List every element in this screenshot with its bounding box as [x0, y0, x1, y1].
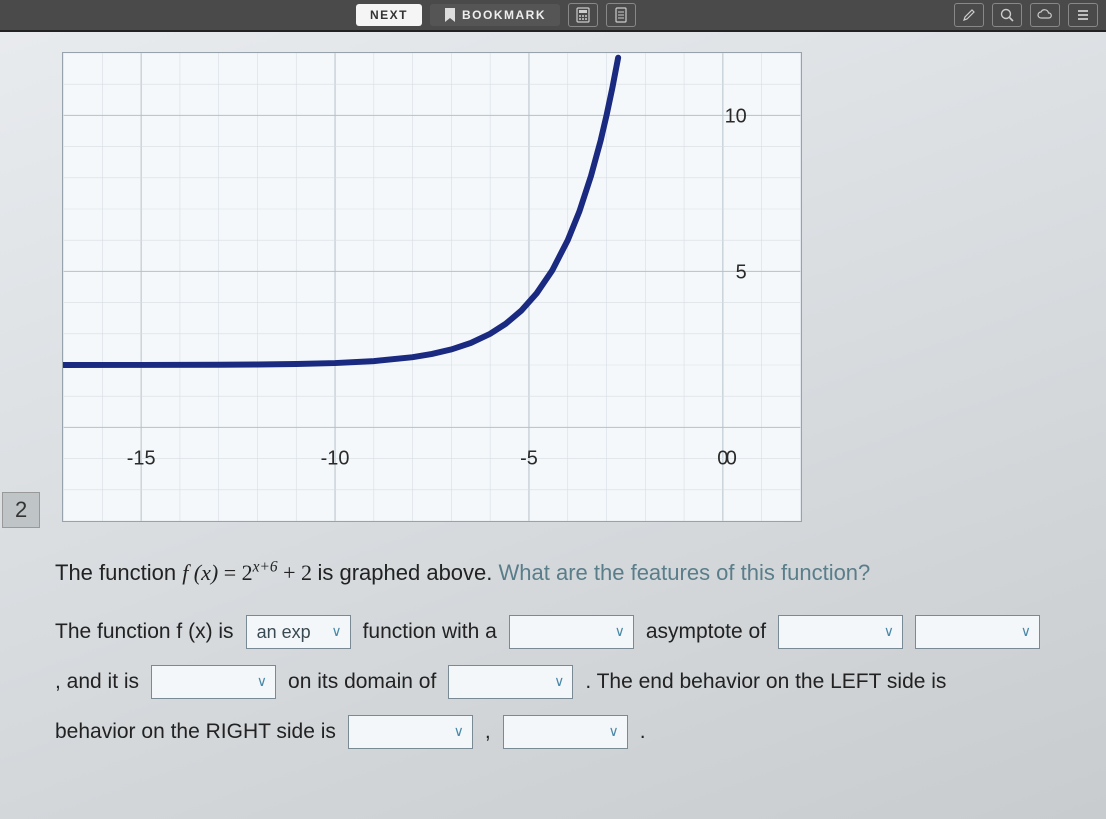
chevron-down-icon: ∨ — [615, 618, 625, 645]
dropdown-function-type[interactable]: an exp∨ — [246, 615, 351, 649]
dropdown-asymptote-value[interactable]: ∨ — [915, 615, 1040, 649]
bookmark-button[interactable]: BOOKMARK — [430, 4, 560, 26]
fill-text: . The end behavior on the LEFT side is — [585, 662, 946, 702]
fill-text: behavior on the RIGHT side is — [55, 712, 336, 752]
content-area: 2 -15-10-505100 The function f (x) = 2x+… — [0, 32, 1106, 819]
dropdown-domain[interactable]: ∨ — [448, 665, 573, 699]
chevron-down-icon: ∨ — [331, 618, 341, 645]
question-number: 2 — [2, 492, 40, 528]
bookmark-icon — [444, 8, 456, 22]
svg-text:5: 5 — [736, 261, 747, 283]
cloud-icon[interactable] — [1030, 3, 1060, 27]
dropdown-right-behavior-x[interactable]: ∨ — [348, 715, 473, 749]
svg-text:-15: -15 — [127, 448, 156, 470]
question-text: The function f (x) = 2x+6 + 2 is graphed… — [55, 552, 1096, 751]
fill-text: . — [640, 712, 646, 752]
prompt-muted: What are the features of this function? — [499, 560, 871, 585]
chevron-down-icon: ∨ — [884, 618, 894, 645]
prompt-text2: is graphed above. — [317, 560, 498, 585]
fill-text: The function f (x) is — [55, 612, 234, 652]
chevron-down-icon: ∨ — [1021, 618, 1031, 645]
chevron-down-icon: ∨ — [609, 718, 619, 745]
fill-text: , and it is — [55, 662, 139, 702]
top-toolbar: NEXT BOOKMARK — [0, 0, 1106, 32]
bookmark-label: BOOKMARK — [462, 8, 546, 22]
svg-text:-10: -10 — [321, 448, 350, 470]
dropdown-asymptote-type[interactable]: ∨ — [509, 615, 634, 649]
dropdown-right-behavior-y[interactable]: ∨ — [503, 715, 628, 749]
svg-text:10: 10 — [725, 105, 747, 127]
next-button[interactable]: NEXT — [356, 4, 422, 26]
chevron-down-icon: ∨ — [454, 718, 464, 745]
line-reader-icon[interactable] — [1068, 3, 1098, 27]
prompt-text: The function — [55, 560, 182, 585]
fill-text: function with a — [363, 612, 497, 652]
svg-text:-5: -5 — [520, 448, 538, 470]
fill-text: asymptote of — [646, 612, 766, 652]
zoom-icon[interactable] — [992, 3, 1022, 27]
dropdown-increasing[interactable]: ∨ — [151, 665, 276, 699]
fill-text: , — [485, 712, 491, 752]
answer-row: The function f (x) is an exp∨ function w… — [55, 612, 1096, 752]
chevron-down-icon: ∨ — [554, 668, 564, 695]
dropdown-asymptote-var[interactable]: ∨ — [778, 615, 903, 649]
svg-text:0: 0 — [726, 448, 737, 470]
calculator-icon[interactable] — [568, 3, 598, 27]
fill-text: on its domain of — [288, 662, 436, 702]
notes-icon[interactable] — [606, 3, 636, 27]
function-graph: -15-10-505100 — [62, 52, 802, 522]
fx-expr: f (x) = 2x+6 + 2 — [182, 560, 317, 585]
highlighter-icon[interactable] — [954, 3, 984, 27]
chevron-down-icon: ∨ — [257, 668, 267, 695]
